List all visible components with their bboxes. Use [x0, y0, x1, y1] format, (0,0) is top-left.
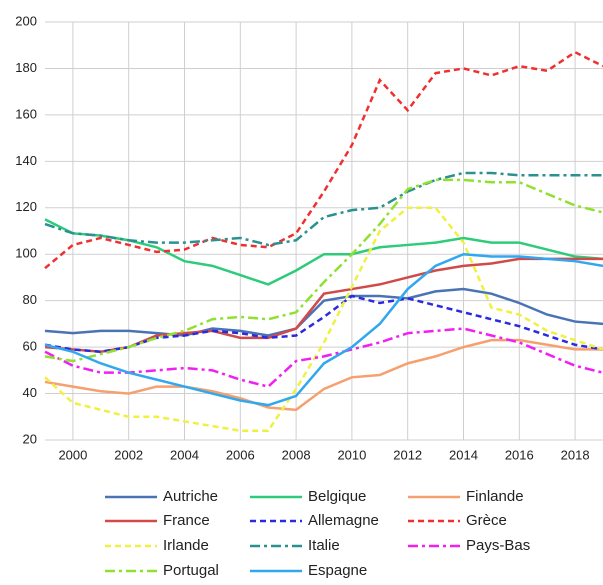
series-line	[44, 252, 603, 407]
x-tick-label: 2000	[58, 447, 87, 462]
legend-label: Pays-Bas	[466, 537, 530, 554]
legend-label: Espagne	[308, 562, 367, 579]
legend-label: Italie	[308, 537, 340, 554]
x-tick-label: 2008	[282, 447, 311, 462]
x-tick-label: 2018	[561, 447, 590, 462]
y-tick-label: 160	[15, 106, 37, 121]
y-tick-label: 140	[15, 153, 37, 168]
x-tick-label: 2014	[449, 447, 478, 462]
y-tick-label: 120	[15, 199, 37, 214]
x-tick-label: 2016	[505, 447, 534, 462]
y-tick-label: 60	[23, 339, 37, 354]
x-tick-label: 2012	[393, 447, 422, 462]
legend-label: Finlande	[466, 488, 524, 505]
y-tick-label: 200	[15, 13, 37, 28]
x-tick-label: 2010	[337, 447, 366, 462]
series-line	[44, 171, 603, 247]
legend-label: Belgique	[308, 488, 366, 505]
series-line	[44, 294, 603, 354]
series-line	[44, 50, 603, 270]
x-tick-label: 2004	[170, 447, 199, 462]
y-tick-label: 180	[15, 60, 37, 75]
series-line	[44, 178, 603, 363]
y-tick-label: 20	[23, 431, 37, 446]
y-tick-label: 100	[15, 246, 37, 261]
series-line	[44, 327, 603, 388]
series-line	[44, 218, 603, 286]
x-tick-label: 2002	[114, 447, 143, 462]
legend-label: Portugal	[163, 562, 219, 579]
x-tick-label: 2006	[226, 447, 255, 462]
y-tick-label: 40	[23, 385, 37, 400]
legend-label: France	[163, 512, 210, 529]
legend-label: Autriche	[163, 488, 218, 505]
legend-label: Allemagne	[308, 512, 379, 529]
series-line	[44, 206, 603, 432]
series-line	[44, 287, 603, 337]
y-tick-label: 80	[23, 292, 37, 307]
legend-label: Grèce	[466, 512, 507, 529]
legend-label: Irlande	[163, 537, 209, 554]
